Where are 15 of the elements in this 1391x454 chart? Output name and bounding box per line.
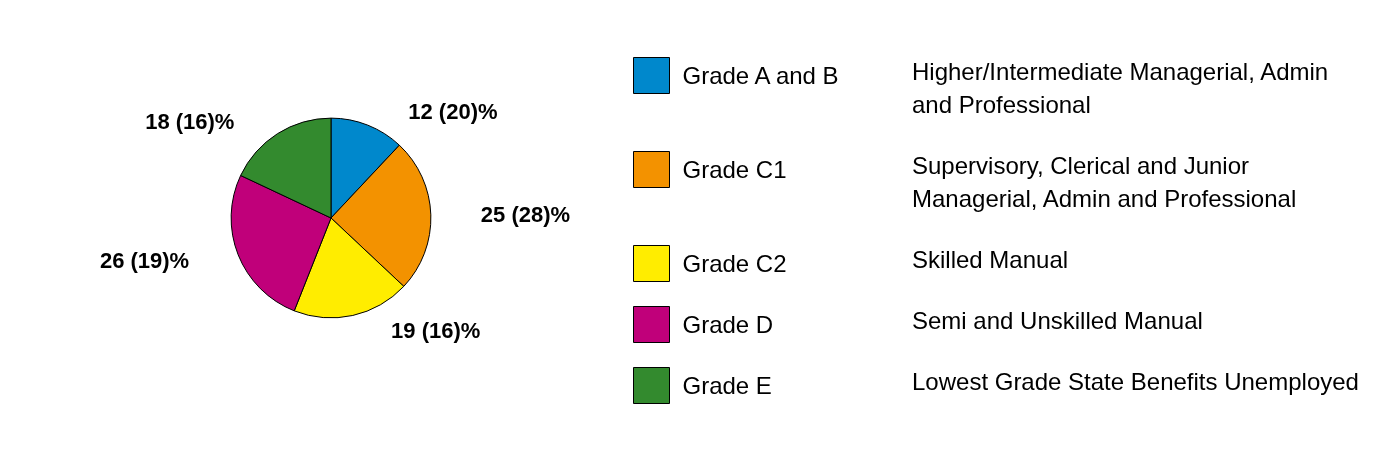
text: Skilled Manual	[912, 246, 1069, 273]
text: Lowest Grade State Benefits Unemployed	[912, 368, 1359, 395]
legend-label: Grade C2	[682, 250, 787, 277]
text: Semi and Unskilled Manual	[912, 307, 1203, 334]
legend-label: Grade E	[682, 372, 772, 399]
data-label: 12 (20)%	[408, 98, 498, 124]
data-label: 26 (19)%	[99, 247, 190, 273]
text: Supervisory, Clerical and Junior Managerial, Admin and Professional	[912, 152, 1297, 212]
data-label: 25 (28)%	[480, 201, 571, 227]
legend-label: Grade C1	[682, 156, 787, 183]
legend-label: Grade D	[682, 311, 774, 338]
text: Higher/Intermediate Managerial, Admin and Professional	[912, 58, 1329, 118]
data-label: 19 (16)%	[391, 317, 481, 343]
legend-label: Grade A and B	[682, 62, 839, 89]
data-label: 18 (16)%	[145, 108, 235, 134]
